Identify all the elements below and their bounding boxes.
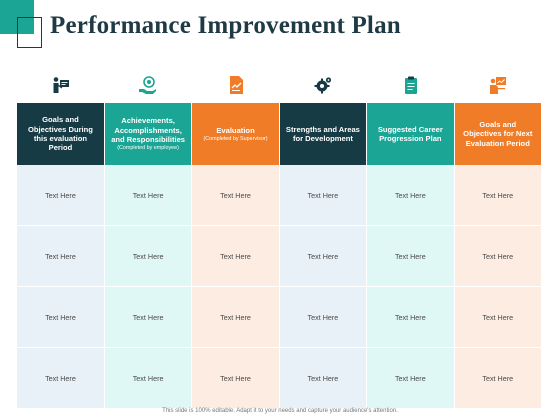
column-header-achievements: Achievements, Accomplishments, and Respo…	[104, 103, 193, 165]
table-cell[interactable]: Text Here	[366, 347, 455, 409]
hand-target-icon	[138, 75, 158, 95]
column-header-subtitle: (Completed by Supervisor)	[203, 136, 268, 142]
table-row: Text Here Text Here Text Here Text Here …	[17, 165, 543, 226]
column-header-title: Evaluation	[216, 125, 255, 135]
table-cell[interactable]: Text Here	[104, 225, 193, 287]
table-cell[interactable]: Text Here	[454, 286, 543, 348]
table-cell[interactable]: Text Here	[191, 347, 280, 409]
page-title: Performance Improvement Plan	[50, 12, 401, 39]
clipboard-icon	[401, 75, 421, 95]
table-cell[interactable]: Text Here	[279, 165, 368, 226]
column-header-strengths: Strengths and Areas for Development	[279, 103, 368, 165]
column-header-goals-next: Goals and Objectives for Next Evaluation…	[454, 103, 543, 165]
table-cell[interactable]: Text Here	[366, 286, 455, 348]
table-cell[interactable]: Text Here	[454, 165, 543, 226]
table-cell[interactable]: Text Here	[104, 165, 193, 226]
column-header-title: Achievements, Accomplishments, and Respo…	[111, 116, 186, 144]
column-header-subtitle: (Completed by employee)	[117, 145, 179, 152]
table-cell[interactable]: Text Here	[17, 286, 105, 348]
table-cell[interactable]: Text Here	[366, 225, 455, 287]
table-cell[interactable]: Text Here	[104, 347, 193, 409]
column-header-title: Goals and Objectives for Next Evaluation…	[463, 119, 533, 148]
plan-table: Goals and Objectives During this evaluat…	[17, 103, 543, 409]
table-cell[interactable]: Text Here	[366, 165, 455, 226]
corner-accent-outline	[17, 17, 42, 48]
table-cell[interactable]: Text Here	[17, 347, 105, 409]
table-row: Text Here Text Here Text Here Text Here …	[17, 347, 543, 409]
table-cell[interactable]: Text Here	[17, 225, 105, 287]
table-row: Text Here Text Here Text Here Text Here …	[17, 286, 543, 348]
table-cell[interactable]: Text Here	[454, 347, 543, 409]
table-cell[interactable]: Text Here	[17, 165, 105, 226]
table-cell[interactable]: Text Here	[279, 225, 368, 287]
table-row: Text Here Text Here Text Here Text Here …	[17, 225, 543, 287]
table-cell[interactable]: Text Here	[454, 225, 543, 287]
table-cell[interactable]: Text Here	[279, 347, 368, 409]
table-header-row: Goals and Objectives During this evaluat…	[17, 103, 543, 165]
gears-icon	[313, 75, 333, 95]
column-header-career-plan: Suggested Career Progression Plan	[366, 103, 455, 165]
presenter-icon	[51, 75, 71, 95]
column-header-evaluation: Evaluation (Completed by Supervisor)	[191, 103, 280, 165]
document-chart-icon	[226, 75, 246, 95]
table-cell[interactable]: Text Here	[191, 225, 280, 287]
column-header-title: Goals and Objectives During this evaluat…	[27, 115, 93, 153]
table-cell[interactable]: Text Here	[191, 286, 280, 348]
footer-note: This slide is 100% editable. Adapt it to…	[162, 408, 398, 414]
table-cell[interactable]: Text Here	[279, 286, 368, 348]
column-header-title: Suggested Career Progression Plan	[377, 124, 443, 143]
table-cell[interactable]: Text Here	[191, 165, 280, 226]
column-header-title: Strengths and Areas for Development	[285, 124, 360, 143]
table-cell[interactable]: Text Here	[104, 286, 193, 348]
person-board-icon	[488, 75, 508, 95]
column-header-goals-current: Goals and Objectives During this evaluat…	[17, 103, 105, 165]
